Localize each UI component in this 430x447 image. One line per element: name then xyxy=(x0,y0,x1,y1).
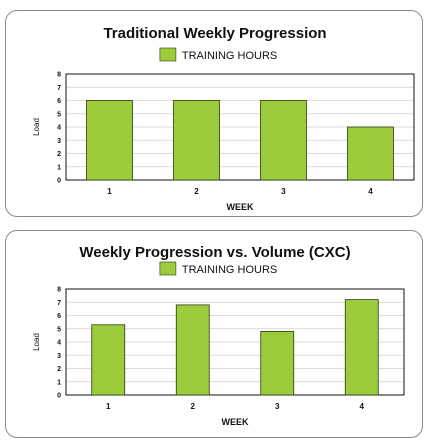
bar-week-4 xyxy=(344,299,379,396)
x-tick-label: 4 xyxy=(360,402,365,411)
chart-traditional-weekly-progression: Traditional Weekly Progression TRAINING H… xyxy=(32,25,415,212)
x-axis-label: WEEK xyxy=(222,417,250,427)
y-tick-label: 5 xyxy=(57,111,61,118)
plot-frame xyxy=(65,288,405,396)
y-tick-label: 7 xyxy=(57,300,61,307)
chart-title: Traditional Weekly Progression xyxy=(103,25,326,42)
bar-week-3 xyxy=(260,331,295,396)
y-tick-label: 5 xyxy=(57,326,61,333)
x-tick-label: 2 xyxy=(191,402,196,411)
legend-swatch xyxy=(159,47,177,62)
y-tick-label: 4 xyxy=(57,340,61,347)
bar-week-1 xyxy=(86,100,133,181)
x-tick-label: 4 xyxy=(368,187,373,196)
bar-week-2 xyxy=(175,304,210,396)
legend-label: TRAINING HOURS xyxy=(182,264,277,276)
y-axis-label: Load xyxy=(32,118,41,136)
bar-week-2 xyxy=(173,100,220,181)
y-tick-label: 6 xyxy=(57,98,61,105)
y-tick-label: 1 xyxy=(57,164,61,171)
y-tick-label: 6 xyxy=(57,313,61,320)
x-tick-label: 3 xyxy=(281,187,286,196)
bar-week-3 xyxy=(260,100,307,181)
x-tick-label: 1 xyxy=(106,402,111,411)
bar-week-4 xyxy=(347,126,394,181)
y-tick-label: 8 xyxy=(57,287,61,294)
x-tick-label: 1 xyxy=(107,187,112,196)
x-tick-label: 3 xyxy=(275,402,280,411)
chart-panel-traditional: Traditional Weekly Progression TRAINING H… xyxy=(5,10,423,217)
chart-panel-volume: Weekly Progression vs. Volume (CXC) TRAIN… xyxy=(5,230,423,438)
y-tick-label: 3 xyxy=(57,138,61,145)
legend-swatch xyxy=(159,261,177,276)
x-axis-label: WEEK xyxy=(227,202,255,212)
plot-frame xyxy=(65,73,415,181)
bar-week-1 xyxy=(91,324,126,396)
y-tick-label: 3 xyxy=(57,353,61,360)
y-axis-label: Load xyxy=(32,333,41,351)
y-tick-label: 2 xyxy=(57,366,61,373)
legend-label: TRAINING HOURS xyxy=(182,50,277,62)
chart-weekly-progression-vs-volume: Weekly Progression vs. Volume (CXC) TRAIN… xyxy=(32,244,405,427)
y-tick-label: 7 xyxy=(57,85,61,92)
y-tick-label: 1 xyxy=(57,379,61,386)
y-tick-label: 4 xyxy=(57,125,61,132)
y-tick-label: 0 xyxy=(57,178,61,185)
chart-title: Weekly Progression vs. Volume (CXC) xyxy=(79,244,350,261)
y-tick-label: 0 xyxy=(57,393,61,400)
x-tick-label: 2 xyxy=(194,187,199,196)
y-tick-label: 2 xyxy=(57,151,61,158)
y-tick-label: 8 xyxy=(57,72,61,79)
